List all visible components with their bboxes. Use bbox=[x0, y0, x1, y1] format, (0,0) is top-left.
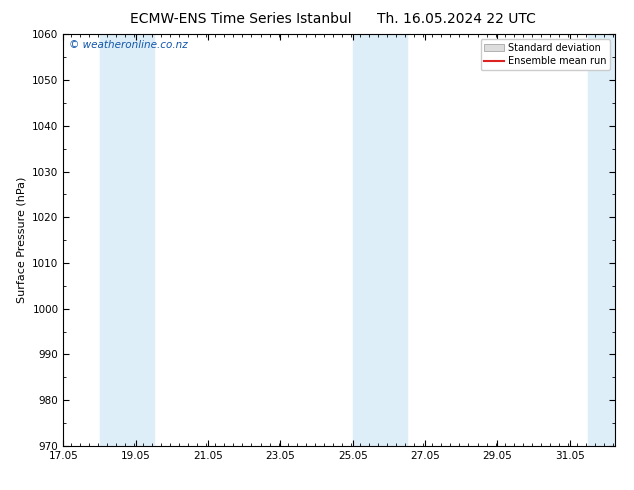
Text: ECMW-ENS Time Series Istanbul: ECMW-ENS Time Series Istanbul bbox=[130, 12, 352, 26]
Y-axis label: Surface Pressure (hPa): Surface Pressure (hPa) bbox=[16, 177, 27, 303]
Bar bbox=[100, 34, 154, 446]
Bar bbox=[588, 34, 634, 446]
Bar bbox=[353, 34, 407, 446]
Text: © weatheronline.co.nz: © weatheronline.co.nz bbox=[69, 41, 188, 50]
Legend: Standard deviation, Ensemble mean run: Standard deviation, Ensemble mean run bbox=[481, 39, 610, 70]
Text: Th. 16.05.2024 22 UTC: Th. 16.05.2024 22 UTC bbox=[377, 12, 536, 26]
